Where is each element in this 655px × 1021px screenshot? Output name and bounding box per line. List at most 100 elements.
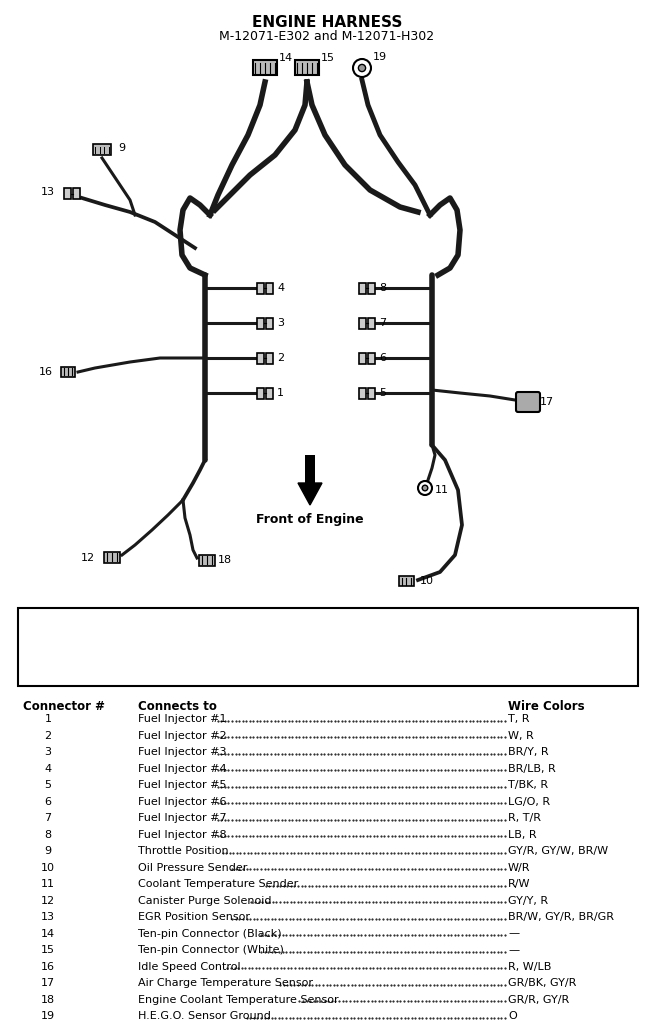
Text: O = Orange: O = Orange — [318, 669, 384, 679]
Text: Idle Speed Control: Idle Speed Control — [138, 962, 240, 972]
Text: Canister Purge Solenoid: Canister Purge Solenoid — [138, 895, 272, 906]
Text: 17: 17 — [41, 978, 55, 988]
Bar — [266, 352, 273, 363]
Bar — [253, 60, 277, 76]
Bar — [266, 318, 273, 329]
Text: T = Tan: T = Tan — [165, 669, 207, 679]
Text: PK = Pink: PK = Pink — [28, 635, 82, 645]
Text: Oil Pressure Sender: Oil Pressure Sender — [138, 863, 248, 873]
Text: 14: 14 — [41, 928, 55, 938]
Text: 3: 3 — [45, 747, 52, 757]
Text: 18: 18 — [218, 555, 232, 565]
Text: 19: 19 — [41, 1011, 55, 1021]
Text: 13: 13 — [41, 912, 55, 922]
Bar — [359, 283, 366, 293]
Text: 1: 1 — [277, 388, 284, 398]
Text: 2: 2 — [45, 730, 52, 740]
Text: R, T/R: R, T/R — [508, 813, 541, 823]
Text: LB, R: LB, R — [508, 829, 536, 839]
Text: 12: 12 — [81, 553, 95, 563]
Text: Front of Engine: Front of Engine — [256, 513, 364, 526]
Bar — [359, 388, 366, 398]
Text: W, R: W, R — [508, 730, 534, 740]
Text: 15: 15 — [41, 945, 55, 955]
Text: 10: 10 — [420, 576, 434, 586]
Text: 4: 4 — [45, 764, 52, 774]
Text: R/W: R/W — [508, 879, 531, 889]
Text: 8: 8 — [45, 829, 52, 839]
Text: H.E.G.O. Sensor Ground: H.E.G.O. Sensor Ground — [138, 1011, 271, 1021]
Bar — [368, 283, 375, 293]
Bar — [64, 189, 71, 199]
Text: O: O — [508, 1011, 517, 1021]
Text: 11: 11 — [41, 879, 55, 889]
Bar — [266, 388, 273, 398]
Bar — [368, 318, 375, 329]
Text: Air Charge Temperature Sensor: Air Charge Temperature Sensor — [138, 978, 313, 988]
Text: T, R: T, R — [508, 714, 529, 724]
Polygon shape — [298, 483, 322, 505]
Text: Wire Colors: Wire Colors — [508, 700, 585, 713]
Text: 8: 8 — [379, 283, 386, 293]
Text: Ten-pin Connector (White): Ten-pin Connector (White) — [138, 945, 284, 955]
Bar — [295, 60, 319, 76]
Text: M-12071-E302 and M-12071-H302: M-12071-E302 and M-12071-H302 — [219, 30, 434, 43]
Bar — [368, 352, 375, 363]
Text: GR/R, GY/R: GR/R, GY/R — [508, 994, 569, 1005]
Text: W/R: W/R — [508, 863, 531, 873]
Text: GY/Y, R: GY/Y, R — [508, 895, 548, 906]
Bar — [359, 352, 366, 363]
Text: 15: 15 — [321, 53, 335, 63]
Text: 12: 12 — [41, 895, 55, 906]
Text: P = Purple: P = Purple — [28, 618, 86, 628]
Bar — [305, 455, 315, 483]
Text: BL = Blue: BL = Blue — [478, 635, 533, 645]
Text: 16: 16 — [39, 367, 53, 377]
Bar — [18, 607, 638, 686]
Text: 14: 14 — [279, 53, 293, 63]
Text: Fuel Injector #4: Fuel Injector #4 — [138, 764, 227, 774]
Text: Ten-pin Connector (Black): Ten-pin Connector (Black) — [138, 928, 282, 938]
Bar — [398, 576, 413, 586]
Bar — [73, 189, 80, 199]
Text: Connector #: Connector # — [23, 700, 105, 713]
Text: Fuel Injector #5: Fuel Injector #5 — [138, 780, 227, 790]
Text: 7: 7 — [45, 813, 52, 823]
Text: 2: 2 — [277, 353, 284, 363]
Text: ENGINE HARNESS: ENGINE HARNESS — [252, 15, 402, 30]
Text: Connects to: Connects to — [138, 700, 217, 713]
Text: 7: 7 — [379, 318, 386, 328]
Circle shape — [358, 64, 365, 71]
Text: GY = Gray: GY = Gray — [165, 635, 223, 645]
Text: 9: 9 — [45, 846, 52, 856]
Text: BR/W, GY/R, BR/GR: BR/W, GY/R, BR/GR — [508, 912, 614, 922]
Text: Fuel Injector #1: Fuel Injector #1 — [138, 714, 227, 724]
Text: Throttle Position: Throttle Position — [138, 846, 229, 856]
Text: Fuel Injector #7: Fuel Injector #7 — [138, 813, 227, 823]
Text: R = Red: R = Red — [28, 669, 73, 679]
Bar — [266, 283, 273, 293]
Text: 6: 6 — [45, 796, 52, 807]
Text: GY/R, GY/W, BR/W: GY/R, GY/W, BR/W — [508, 846, 608, 856]
Bar — [199, 554, 215, 566]
Bar — [104, 551, 120, 563]
Text: BR = Brown: BR = Brown — [318, 618, 384, 628]
Text: LG/O, R: LG/O, R — [508, 796, 550, 807]
Bar — [93, 145, 111, 155]
Text: 1: 1 — [45, 714, 52, 724]
Circle shape — [422, 485, 428, 491]
Text: 9: 9 — [118, 143, 125, 153]
Text: LG = Light Green: LG = Light Green — [318, 652, 415, 662]
Text: 17: 17 — [540, 397, 554, 407]
Bar — [257, 352, 264, 363]
Circle shape — [418, 481, 432, 495]
Text: Engine Coolant Temperature Sensor: Engine Coolant Temperature Sensor — [138, 994, 339, 1005]
Text: 13: 13 — [41, 187, 55, 197]
Text: Fuel Injector #2: Fuel Injector #2 — [138, 730, 227, 740]
Circle shape — [353, 59, 371, 77]
Text: EGR Position Sensor: EGR Position Sensor — [138, 912, 250, 922]
Text: BR/LB, R: BR/LB, R — [508, 764, 555, 774]
Text: Coolant Temperature Sender: Coolant Temperature Sender — [138, 879, 298, 889]
Text: 18: 18 — [41, 994, 55, 1005]
Bar — [368, 388, 375, 398]
